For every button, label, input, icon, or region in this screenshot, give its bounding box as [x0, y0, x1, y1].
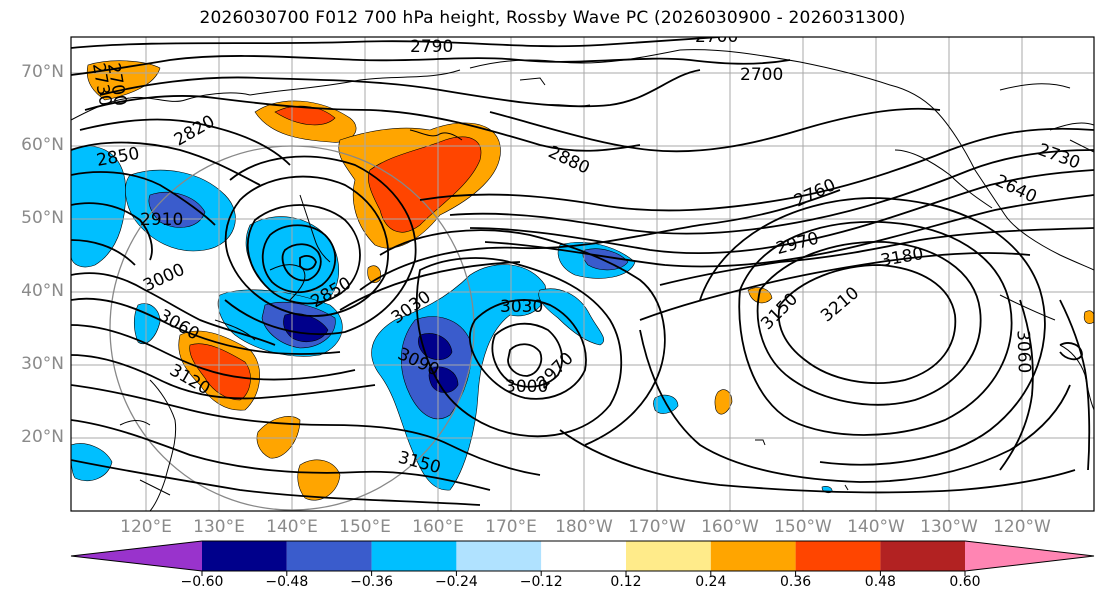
- colorbar-tick-label: 0.12: [610, 574, 642, 590]
- latitude-label: 70°N: [21, 62, 64, 82]
- colorbar-segment: [371, 541, 457, 571]
- longitude-label: 120°W: [993, 517, 1051, 537]
- colorbar: [70, 540, 1095, 576]
- anomaly-blob-positive: [256, 416, 301, 459]
- colorbar-tick-label: −0.48: [265, 574, 309, 590]
- longitude-label: 130°W: [920, 517, 978, 537]
- anomaly-blob-negative: [71, 146, 126, 268]
- contour-label: 2700: [740, 65, 783, 85]
- anomaly-blob-negative: [418, 333, 453, 361]
- colorbar-segment: [880, 541, 966, 571]
- longitude-label: 130°E: [193, 517, 245, 537]
- longitude-label: 150°W: [774, 517, 832, 537]
- latitude-label: 40°N: [21, 281, 64, 301]
- map-title: 2026030700 F012 700 hPa height, Rossby W…: [199, 8, 906, 28]
- longitude-label: 160°E: [412, 517, 464, 537]
- contour-label: 3000: [505, 377, 548, 397]
- latitude-label: 50°N: [21, 208, 64, 228]
- colorbar-segment: [456, 541, 542, 571]
- longitude-label: 140°E: [266, 517, 318, 537]
- longitude-label: 170°E: [485, 517, 537, 537]
- anomaly-blob-negative: [538, 288, 605, 346]
- colorbar-tick-label: 0.24: [695, 574, 727, 590]
- anomaly-blob-positive: [714, 389, 733, 415]
- colorbar-tick-label: −0.12: [519, 574, 563, 590]
- colorbar-segment: [541, 541, 626, 571]
- anomaly-blob-negative: [133, 303, 161, 344]
- contour-label: 2790: [410, 37, 453, 57]
- latitude-label: 30°N: [21, 354, 64, 374]
- anomaly-blob-positive: [297, 459, 341, 501]
- colorbar-segment: [626, 541, 711, 571]
- colorbar-tick-label: −0.24: [434, 574, 478, 590]
- longitude-label: 120°E: [120, 517, 172, 537]
- reference-circle: [109, 145, 475, 511]
- colorbar-tick-label: 0.60: [949, 574, 981, 590]
- contour-label: 2700: [695, 27, 738, 47]
- height-contours: [71, 37, 1094, 506]
- longitude-label: 150°E: [339, 517, 391, 537]
- colorbar-tick-label: 0.48: [864, 574, 896, 590]
- contour-label: 3030: [500, 297, 543, 317]
- colorbar-segment: [202, 541, 287, 571]
- contour-label: 3060: [1012, 330, 1033, 374]
- colorbar-tick-label: 0.36: [780, 574, 812, 590]
- longitude-label: 160°W: [701, 517, 759, 537]
- colorbar-segment: [286, 541, 372, 571]
- colorbar-segment: [795, 541, 881, 571]
- colorbar-extend-max: [965, 541, 1094, 571]
- anomaly-blob-positive: [1083, 310, 1094, 324]
- colorbar-extend-min: [71, 541, 202, 571]
- longitude-label: 140°W: [847, 517, 905, 537]
- longitude-label: 170°W: [628, 517, 686, 537]
- latitude-label: 20°N: [21, 427, 64, 447]
- map-frame: [70, 36, 1095, 512]
- latitude-label: 60°N: [21, 135, 64, 155]
- longitude-label: 180°W: [555, 517, 613, 537]
- contour-label: 2910: [140, 210, 183, 230]
- colorbar-tick-label: −0.36: [350, 574, 394, 590]
- shaded-anomaly-layer: [71, 60, 1094, 501]
- colorbar-tick-label: −0.60: [180, 574, 224, 590]
- colorbar-segment: [710, 541, 796, 571]
